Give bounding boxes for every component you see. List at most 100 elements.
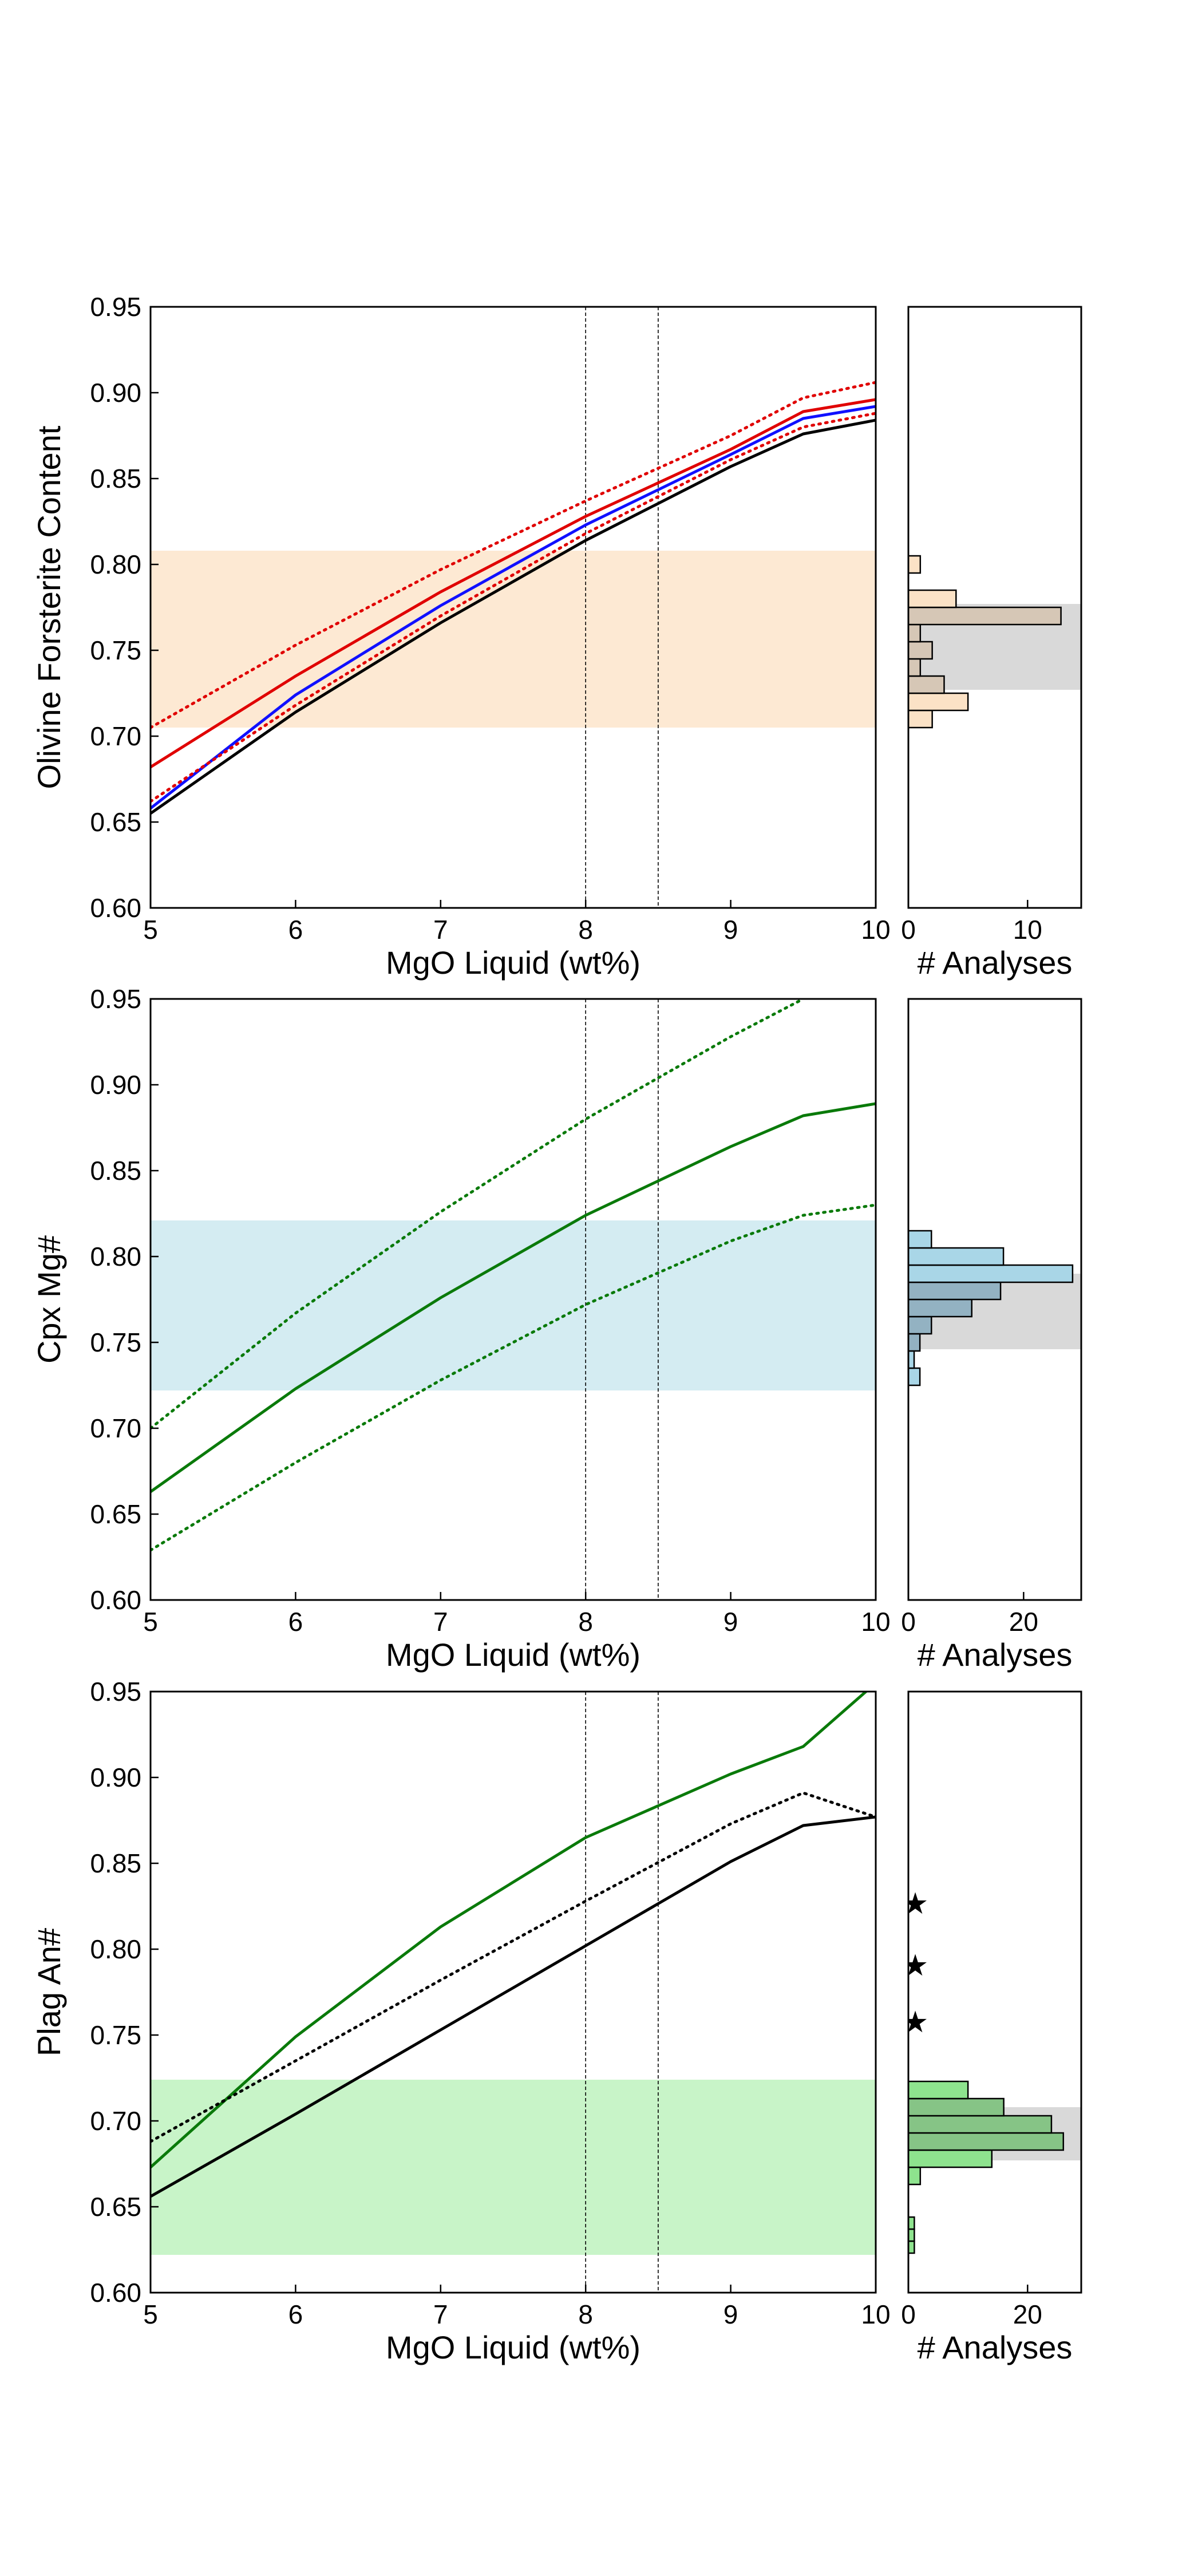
series-line-2 [151,1815,876,2198]
range-band [151,1220,876,1390]
histogram-x-tick-label: 20 [1013,2300,1042,2329]
star-marker: ★ [902,1887,929,1921]
cpx-panel: 0.60 0.65 0.70 0.75 0.80 0.85 0.90 0.95 5 6 7 8 9 10 M… [31,984,1082,1673]
histogram-axes-frame [907,306,1082,909]
x-tick-label: 7 [433,1607,448,1637]
histogram-axes-frame [907,1690,1082,2294]
x-tick-label: 8 [578,1607,593,1637]
x-tick-label: 10 [861,915,890,945]
y-tick-label: 0.80 [90,1934,141,1964]
histogram-bar [908,1264,1074,1283]
histogram-bar [908,555,922,574]
histogram-bar [908,2240,915,2254]
x-tick-label: 7 [433,2300,448,2329]
y-tick-label: 0.85 [90,1848,141,1878]
x-axis-label: MgO Liquid (wt%) [386,1637,640,1673]
y-tick-label: 0.85 [90,1156,141,1186]
y-tick-label: 0.90 [90,1070,141,1100]
x-axis-label: MgO Liquid (wt%) [386,2329,640,2365]
x-axis-label: MgO Liquid (wt%) [386,945,640,981]
y-tick-label: 0.70 [90,2106,141,2136]
olivine-panel: 0.60 0.65 0.70 0.75 0.80 0.85 0.90 0.95 5 6 7 8 9 10 M… [31,292,1082,981]
main-plot-area [151,1692,876,2293]
x-tick-label: 5 [143,1607,158,1637]
histogram-bar [908,658,922,677]
x-tick-label: 8 [578,915,593,945]
y-axis-label: Cpx Mg# [31,1235,67,1364]
x-tick-label: 10 [861,2300,890,2329]
histogram-bar [908,1230,932,1249]
x-tick-label: 9 [723,1607,738,1637]
y-tick-label: 0.75 [90,635,141,665]
x-tick-label: 10 [861,1607,890,1637]
range-band [151,2080,876,2255]
histogram-bar [908,1367,921,1386]
y-tick-label: 0.65 [90,1499,141,1529]
y-tick-label: 0.65 [90,2192,141,2222]
histogram-x-tick-label: 0 [901,915,916,945]
y-tick-label: 0.95 [90,984,141,1014]
histogram-bar [908,2149,993,2168]
histogram-bar [908,641,933,660]
histogram-axes-frame [907,998,1082,1601]
histogram-x-tick-label: 0 [901,1607,916,1637]
histogram-bar [908,2115,1053,2134]
y-tick-label: 0.60 [90,1585,141,1615]
x-tick-label: 6 [288,1607,303,1637]
histogram-bar [908,2216,915,2230]
series-line-3 [151,412,876,803]
histogram-bar [908,606,1062,626]
series-line-2 [151,405,876,809]
series-line-1 [151,398,876,769]
y-tick-label: 0.65 [90,807,141,837]
histogram-bar [908,1350,915,1369]
y-tick-label: 0.95 [90,292,141,322]
histogram-x-axis-label: # Analyses [918,2329,1073,2365]
y-tick-label: 0.90 [90,1763,141,1792]
histogram-bar [908,692,969,712]
x-tick-label: 7 [433,915,448,945]
main-axes-frame [149,998,877,1601]
x-tick-label: 9 [723,915,738,945]
y-tick-label: 0.60 [90,893,141,923]
main-axes-frame [149,306,877,909]
y-tick-label: 0.70 [90,1413,141,1443]
series-line-1 [151,1791,876,2143]
y-tick-label: 0.85 [90,464,141,493]
y-tick-label: 0.80 [90,1242,141,1271]
main-plot-area [151,307,876,908]
histogram-plot-area [908,1230,1081,1386]
range-band [151,551,876,728]
x-tick-label: 5 [143,915,158,945]
histogram-bar [908,589,957,609]
histogram-bar [908,1333,921,1352]
histogram-bar [908,2228,915,2242]
histogram-bar [908,675,945,694]
histogram-bar [908,1281,1002,1301]
series-line-0 [151,1692,868,2168]
series-line-0 [151,381,876,729]
histogram-bar [908,1247,1005,1266]
histogram-plot-area: ★ ★ ★ [902,1887,1081,2254]
histogram-bar [908,2080,969,2100]
x-tick-label: 9 [723,2300,738,2329]
y-tick-label: 0.90 [90,378,141,408]
histogram-bar [908,2166,922,2186]
histogram-x-tick-label: 20 [1009,1607,1038,1637]
star-marker: ★ [902,1949,929,1982]
histogram-bar [908,709,933,729]
x-tick-label: 8 [578,2300,593,2329]
plag-panel: 0.60 0.65 0.70 0.75 0.80 0.85 0.90 0.95 5 6 7 8 9 10 M… [31,1677,1082,2365]
y-tick-label: 0.95 [90,1677,141,1706]
x-tick-label: 5 [143,2300,158,2329]
x-tick-label: 6 [288,915,303,945]
y-tick-label: 0.60 [90,2278,141,2308]
series-line-1 [151,1102,876,1494]
histogram-bar [908,623,922,643]
main-plot-area [151,999,876,1600]
histogram-x-tick-label: 0 [901,2300,916,2329]
y-tick-label: 0.70 [90,721,141,751]
y-tick-label: 0.75 [90,2020,141,2050]
histogram-x-tick-label: 10 [1013,915,1042,945]
